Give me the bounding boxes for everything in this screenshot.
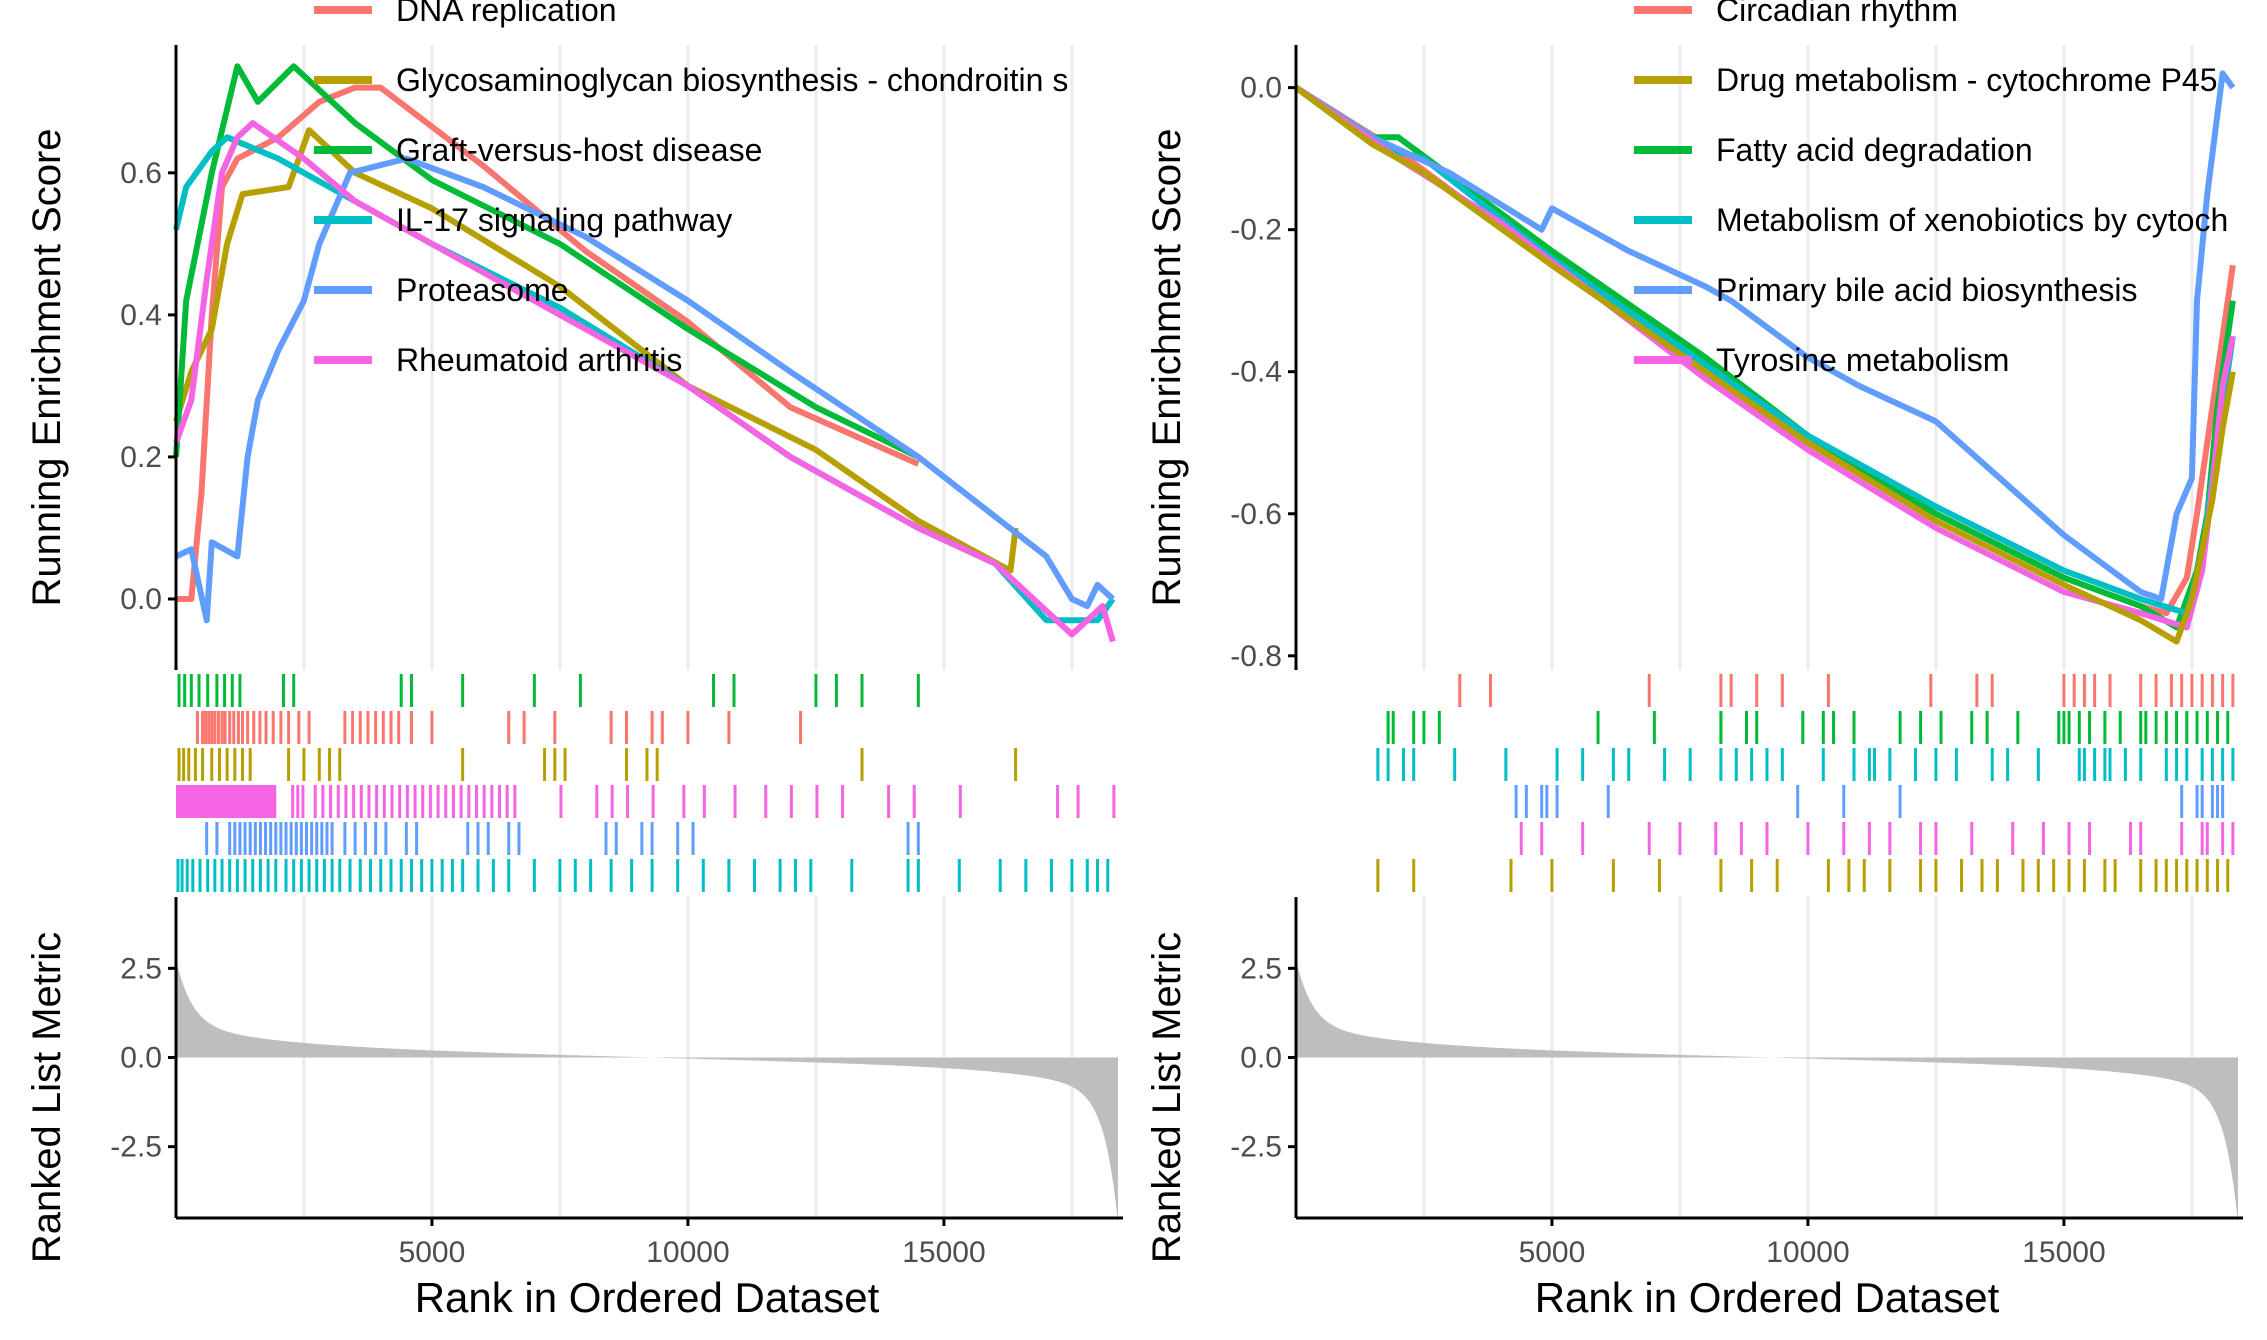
- es-line: [1294, 70, 2236, 602]
- es-y-tick-label: -0.2: [1230, 214, 1282, 247]
- metric-y-axis-title: Ranked List Metric: [1145, 932, 1189, 1263]
- metric-y-axis-title: Ranked List Metric: [25, 932, 69, 1263]
- metric-y-tick-label: 0.0: [120, 1042, 162, 1075]
- rug-row: [205, 822, 920, 855]
- es-lines: [1294, 70, 2236, 645]
- rug-row: [176, 859, 1110, 892]
- x-tick-label: 5000: [1519, 1236, 1586, 1269]
- ranked-metric-area: [1296, 959, 2238, 1224]
- es-y-axis-title: Running Enrichment Score: [1145, 128, 1189, 606]
- legend-label: Primary bile acid biosynthesis: [1716, 272, 2138, 308]
- legend: Circadian rhythm Drug metabolism - cytoch…: [1634, 0, 2228, 378]
- es-line: [1294, 85, 2236, 645]
- rug-row: [1458, 674, 2235, 707]
- x-tick-label: 15000: [902, 1236, 985, 1269]
- metric-y-tick-label: 2.5: [1240, 952, 1282, 985]
- es-line: [173, 120, 1116, 643]
- es-line: [174, 155, 1115, 624]
- ranked-metric-area: [176, 959, 1118, 1224]
- es-y-axis-title: Running Enrichment Score: [25, 128, 69, 606]
- es-y-tick-label: -0.6: [1230, 498, 1282, 531]
- es-y-tick-label: 0.0: [120, 583, 162, 616]
- metric-y-tick-label: 2.5: [120, 952, 162, 985]
- rug-row: [177, 674, 920, 707]
- rug-row: [1386, 711, 2230, 744]
- legend-label: IL-17 signaling pathway: [396, 202, 732, 238]
- es-y-tick-label: 0.0: [1240, 72, 1282, 105]
- metric-y-tick-label: 0.0: [1240, 1042, 1282, 1075]
- metric-y-tick-label: -2.5: [110, 1131, 162, 1164]
- legend-label: DNA replication: [396, 0, 617, 28]
- rug-row: [1514, 785, 2225, 818]
- legend-label: Tyrosine metabolism: [1716, 342, 2009, 378]
- gsea-panel-1: 0.0 0.2 0.4 0.6 2.5 0.0 -2.5 5000 10000 15000 Rank…: [25, 0, 1123, 1321]
- legend-label: Graft-versus-host disease: [396, 132, 762, 168]
- x-tick-label: 10000: [1766, 1236, 1849, 1269]
- x-tick-label: 10000: [646, 1236, 729, 1269]
- legend-label: Glycosaminoglycan biosynthesis - chondro…: [396, 62, 1068, 98]
- es-line: [176, 84, 920, 602]
- rug-row: [1376, 748, 2235, 781]
- legend-label: Rheumatoid arthritis: [396, 342, 682, 378]
- es-y-tick-label: -0.8: [1230, 640, 1282, 673]
- rug-row: [177, 748, 1018, 781]
- rug-row: [175, 785, 1116, 818]
- metric-y-tick-label: -2.5: [1230, 1131, 1282, 1164]
- es-lines: [173, 63, 1116, 643]
- es-line: [173, 134, 1116, 624]
- x-tick-label: 5000: [399, 1236, 466, 1269]
- legend-label: Drug metabolism - cytochrome P45: [1716, 62, 2218, 98]
- legend: DNA replication Glycosaminoglycan biosynt…: [314, 0, 1068, 378]
- rug-row: [1376, 859, 2230, 892]
- x-axis-title: Rank in Ordered Dataset: [1535, 1274, 2000, 1321]
- es-y-tick-label: 0.4: [120, 299, 162, 332]
- rug-row: [195, 711, 803, 744]
- x-axis-title: Rank in Ordered Dataset: [415, 1274, 880, 1321]
- legend-label: Fatty acid degradation: [1716, 132, 2033, 168]
- es-y-tick-label: -0.4: [1230, 356, 1282, 389]
- legend-label: Circadian rhythm: [1716, 0, 1958, 28]
- es-line: [173, 63, 920, 460]
- rug-row: [1519, 822, 2235, 855]
- x-tick-label: 15000: [2022, 1236, 2105, 1269]
- legend-label: Proteasome: [396, 272, 569, 308]
- es-y-tick-label: 0.2: [120, 441, 162, 474]
- es-y-tick-label: 0.6: [120, 157, 162, 190]
- gsea-panel-2: 0.0 -0.2 -0.4 -0.6 -0.8 2.5 0.0 -2.5 5000 10000 15…: [1145, 0, 2243, 1321]
- legend-label: Metabolism of xenobiotics by cytoch: [1716, 202, 2228, 238]
